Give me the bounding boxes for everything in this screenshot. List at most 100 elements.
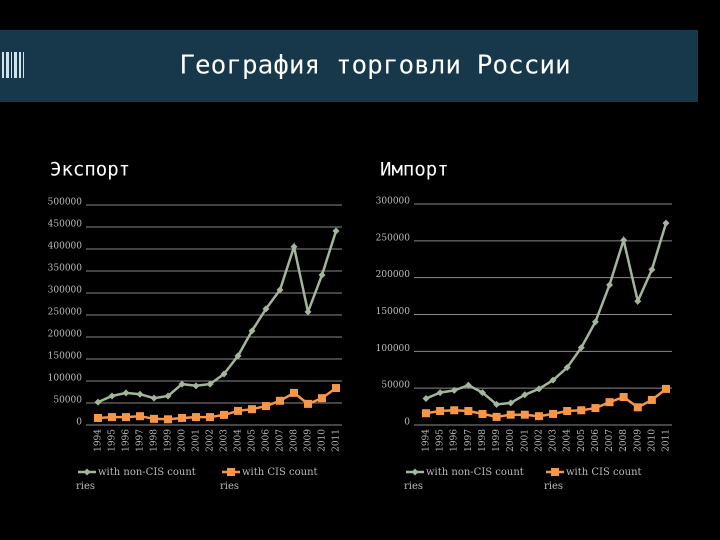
marker [549, 376, 557, 384]
marker [648, 266, 656, 274]
marker [605, 398, 614, 407]
marker [192, 413, 200, 422]
x-tick-label: 2006 [591, 429, 601, 452]
marker [206, 413, 214, 422]
y-tick-label: 300000 [48, 286, 83, 296]
marker [122, 389, 130, 397]
x-tick-label: 2010 [647, 429, 657, 452]
marker [563, 364, 571, 372]
marker [304, 308, 312, 316]
y-tick-label: 300000 [376, 197, 411, 207]
marker [150, 414, 158, 423]
marker [248, 327, 256, 335]
marker [108, 413, 116, 422]
marker [478, 409, 487, 418]
x-tick-label: 2005 [577, 429, 587, 452]
marker [436, 407, 445, 416]
x-tick-label: 1998 [478, 429, 488, 452]
marker [464, 407, 473, 416]
y-tick-label: 50000 [53, 396, 82, 406]
x-tick-label: 2008 [290, 429, 300, 452]
x-tick-label: 2006 [262, 429, 272, 452]
x-tick-label: 1999 [492, 429, 502, 452]
y-tick-label: 500000 [48, 198, 83, 208]
marker [436, 389, 444, 397]
marker [478, 389, 486, 397]
marker [521, 391, 529, 399]
marker [94, 398, 102, 406]
banner-icon [2, 52, 24, 78]
marker [450, 406, 459, 415]
y-tick-label: 0 [404, 418, 410, 428]
marker [620, 236, 628, 244]
x-tick-label: 2002 [534, 429, 544, 452]
chart-title: Импорт [380, 159, 449, 181]
x-tick-label: 2010 [318, 429, 328, 452]
marker [647, 395, 656, 404]
legend-marker [227, 468, 235, 476]
x-tick-label: 1995 [436, 429, 446, 452]
y-tick-label: 450000 [48, 220, 83, 230]
x-tick-label: 2001 [192, 429, 202, 452]
y-tick-label: 400000 [48, 242, 83, 252]
marker [464, 381, 472, 389]
marker [178, 413, 186, 422]
chart-title: Экспорт [50, 159, 130, 181]
marker [150, 394, 158, 402]
x-tick-label: 2003 [220, 429, 230, 452]
marker [136, 412, 144, 421]
legend-label: with non-CIS count ries [404, 467, 524, 492]
marker [248, 405, 256, 414]
marker [290, 388, 298, 397]
marker [634, 297, 642, 305]
marker [507, 399, 515, 407]
y-tick-label: 0 [76, 418, 82, 428]
y-tick-label: 200000 [376, 270, 411, 280]
legend-marker [411, 468, 419, 476]
marker [108, 392, 116, 400]
x-tick-label: 2009 [633, 429, 643, 452]
legend-marker [551, 468, 559, 476]
x-tick-label: 1998 [150, 429, 160, 452]
x-tick-label: 2004 [563, 429, 573, 452]
legend-label: with CIS count ries [544, 467, 642, 492]
y-tick-label: 250000 [376, 233, 411, 243]
marker [234, 406, 242, 415]
legend-marker [83, 468, 91, 476]
x-tick-label: 1996 [450, 429, 460, 452]
marker [563, 407, 572, 416]
x-tick-label: 1994 [94, 429, 104, 452]
marker [422, 394, 430, 402]
marker [493, 400, 501, 408]
marker [220, 370, 228, 378]
marker [164, 415, 172, 424]
marker [220, 410, 228, 419]
y-tick-label: 200000 [48, 330, 83, 340]
marker [94, 413, 102, 422]
x-tick-label: 2009 [304, 429, 314, 452]
x-tick-label: 2011 [662, 429, 672, 452]
legend-label: with CIS count ries [220, 467, 318, 492]
x-tick-label: 2007 [276, 429, 286, 452]
x-tick-label: 1999 [164, 429, 174, 452]
marker [535, 385, 543, 393]
marker [492, 412, 501, 421]
marker [662, 384, 670, 393]
marker [164, 392, 172, 400]
marker [332, 227, 340, 235]
y-tick-label: 100000 [376, 344, 411, 354]
marker [619, 393, 628, 402]
marker [318, 394, 326, 403]
marker [606, 281, 614, 289]
title-banner [0, 30, 698, 102]
marker [450, 386, 458, 394]
marker [534, 412, 543, 421]
marker [506, 410, 515, 419]
x-tick-label: 2001 [520, 429, 530, 452]
marker [290, 243, 298, 251]
marker [549, 409, 558, 418]
marker [633, 403, 642, 412]
marker [234, 352, 242, 360]
marker [206, 380, 214, 388]
